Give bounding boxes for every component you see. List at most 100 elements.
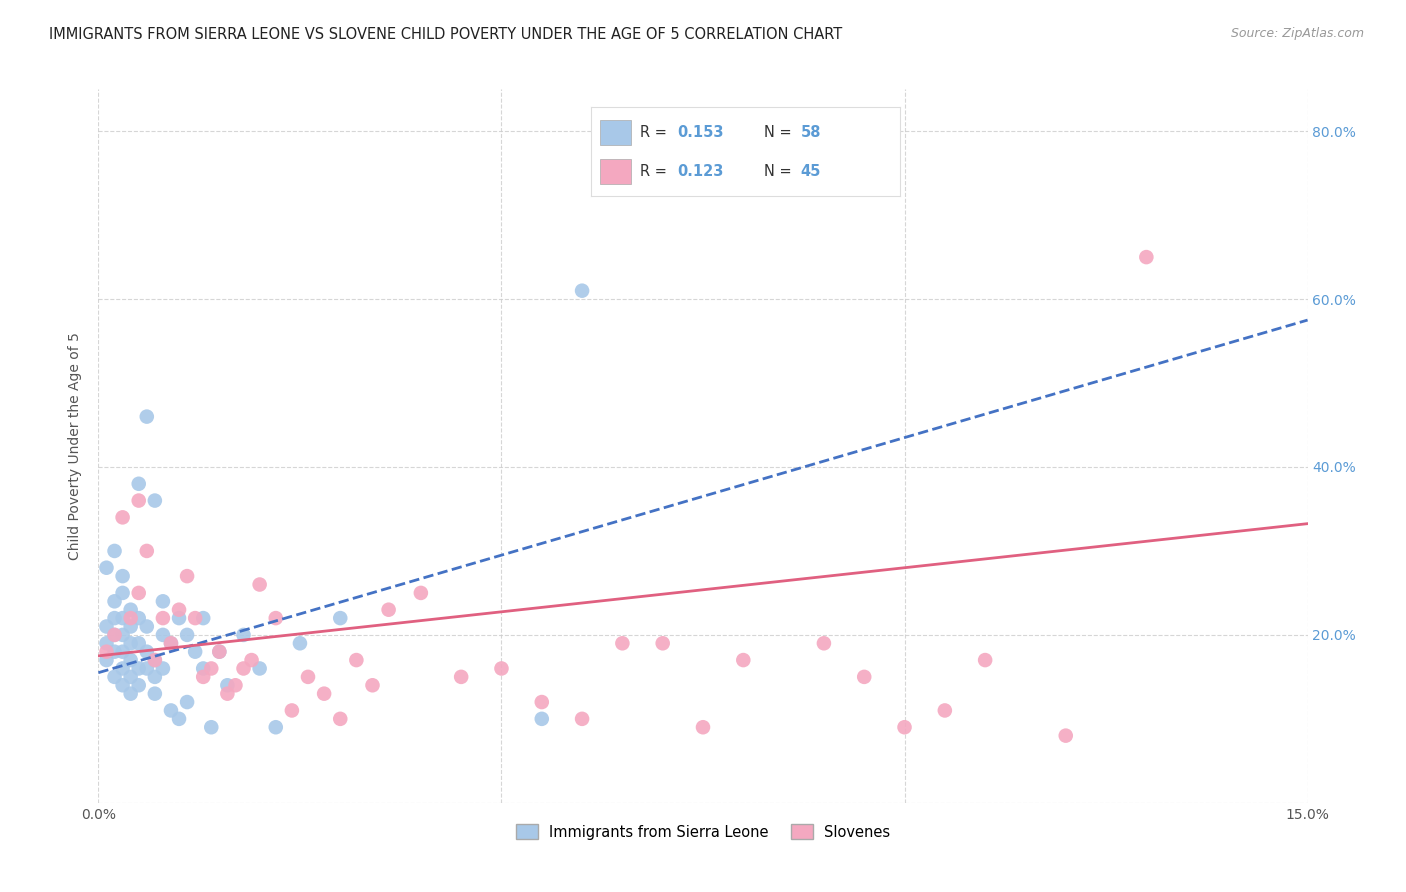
- Point: [160, 703, 183, 717]
- Point: [176, 569, 198, 583]
- Point: [103, 611, 125, 625]
- Point: [128, 493, 150, 508]
- Point: [96, 653, 118, 667]
- Point: [176, 695, 198, 709]
- Point: [135, 544, 157, 558]
- Point: [651, 636, 673, 650]
- Point: [111, 628, 134, 642]
- Point: [103, 594, 125, 608]
- Text: R =: R =: [640, 125, 672, 139]
- Point: [813, 636, 835, 650]
- Point: [120, 619, 142, 633]
- Point: [143, 653, 166, 667]
- Point: [733, 653, 755, 667]
- Point: [450, 670, 472, 684]
- Point: [120, 611, 142, 625]
- Point: [103, 628, 125, 642]
- Point: [329, 611, 352, 625]
- Point: [128, 476, 150, 491]
- Point: [111, 645, 134, 659]
- Point: [143, 653, 166, 667]
- Point: [571, 284, 593, 298]
- Point: [232, 628, 254, 642]
- Point: [152, 628, 174, 642]
- Point: [128, 586, 150, 600]
- Point: [264, 611, 287, 625]
- Text: 45: 45: [801, 164, 821, 178]
- Point: [111, 661, 134, 675]
- Point: [1054, 729, 1077, 743]
- Point: [103, 670, 125, 684]
- Text: 0.153: 0.153: [678, 125, 724, 139]
- Point: [297, 670, 319, 684]
- Text: IMMIGRANTS FROM SIERRA LEONE VS SLOVENE CHILD POVERTY UNDER THE AGE OF 5 CORRELA: IMMIGRANTS FROM SIERRA LEONE VS SLOVENE …: [49, 27, 842, 42]
- Point: [249, 661, 271, 675]
- Point: [208, 645, 231, 659]
- Point: [200, 661, 222, 675]
- Point: [344, 653, 367, 667]
- Point: [160, 636, 183, 650]
- Point: [128, 611, 150, 625]
- Text: Source: ZipAtlas.com: Source: ZipAtlas.com: [1230, 27, 1364, 40]
- Point: [111, 569, 134, 583]
- Point: [612, 636, 634, 650]
- Point: [193, 611, 215, 625]
- Point: [249, 577, 271, 591]
- Point: [193, 661, 215, 675]
- Point: [96, 560, 118, 574]
- Point: [409, 586, 432, 600]
- Text: 58: 58: [801, 125, 821, 139]
- Point: [934, 703, 956, 717]
- Point: [167, 712, 190, 726]
- Point: [111, 611, 134, 625]
- Point: [893, 720, 915, 734]
- Point: [224, 678, 246, 692]
- Point: [314, 687, 336, 701]
- Point: [184, 611, 207, 625]
- Point: [361, 678, 384, 692]
- Point: [128, 661, 150, 675]
- Point: [111, 586, 134, 600]
- Point: [571, 712, 593, 726]
- Text: 0.123: 0.123: [678, 164, 724, 178]
- Point: [143, 493, 166, 508]
- Point: [217, 687, 239, 701]
- Point: [103, 628, 125, 642]
- Text: R =: R =: [640, 164, 672, 178]
- Y-axis label: Child Poverty Under the Age of 5: Child Poverty Under the Age of 5: [69, 332, 83, 560]
- Point: [217, 678, 239, 692]
- Point: [200, 720, 222, 734]
- Legend: Immigrants from Sierra Leone, Slovenes: Immigrants from Sierra Leone, Slovenes: [510, 818, 896, 846]
- Point: [491, 661, 513, 675]
- Point: [111, 678, 134, 692]
- Point: [120, 670, 142, 684]
- Point: [974, 653, 997, 667]
- Point: [232, 661, 254, 675]
- Point: [264, 720, 287, 734]
- Point: [167, 611, 190, 625]
- Point: [329, 712, 352, 726]
- Point: [530, 712, 553, 726]
- Point: [208, 645, 231, 659]
- Point: [692, 720, 714, 734]
- Point: [135, 409, 157, 424]
- Point: [152, 594, 174, 608]
- Point: [853, 670, 876, 684]
- Point: [193, 670, 215, 684]
- Point: [120, 653, 142, 667]
- Point: [184, 645, 207, 659]
- Point: [120, 687, 142, 701]
- Point: [240, 653, 263, 667]
- Point: [128, 636, 150, 650]
- Point: [135, 619, 157, 633]
- Point: [377, 603, 399, 617]
- Point: [160, 636, 183, 650]
- Point: [1135, 250, 1157, 264]
- Bar: [600, 120, 631, 145]
- Point: [96, 636, 118, 650]
- Point: [111, 510, 134, 524]
- Bar: [600, 159, 631, 184]
- Point: [135, 661, 157, 675]
- Point: [135, 645, 157, 659]
- Point: [176, 628, 198, 642]
